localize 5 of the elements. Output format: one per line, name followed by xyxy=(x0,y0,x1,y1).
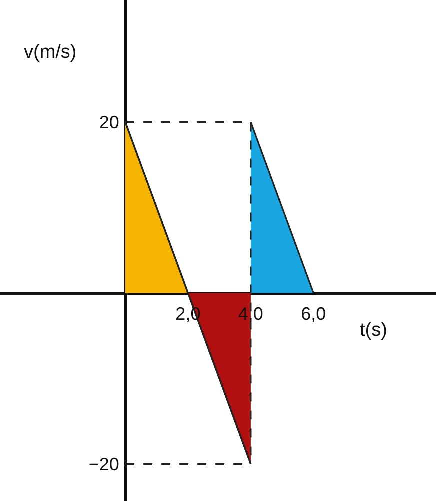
y-axis-title: v(m/s) xyxy=(24,42,77,63)
y-tick-label: −20 xyxy=(88,454,120,475)
x-axis-title: t(s) xyxy=(360,320,388,341)
y-tick-label: 20 xyxy=(99,112,120,133)
x-tick-label: 6,0 xyxy=(301,304,326,324)
